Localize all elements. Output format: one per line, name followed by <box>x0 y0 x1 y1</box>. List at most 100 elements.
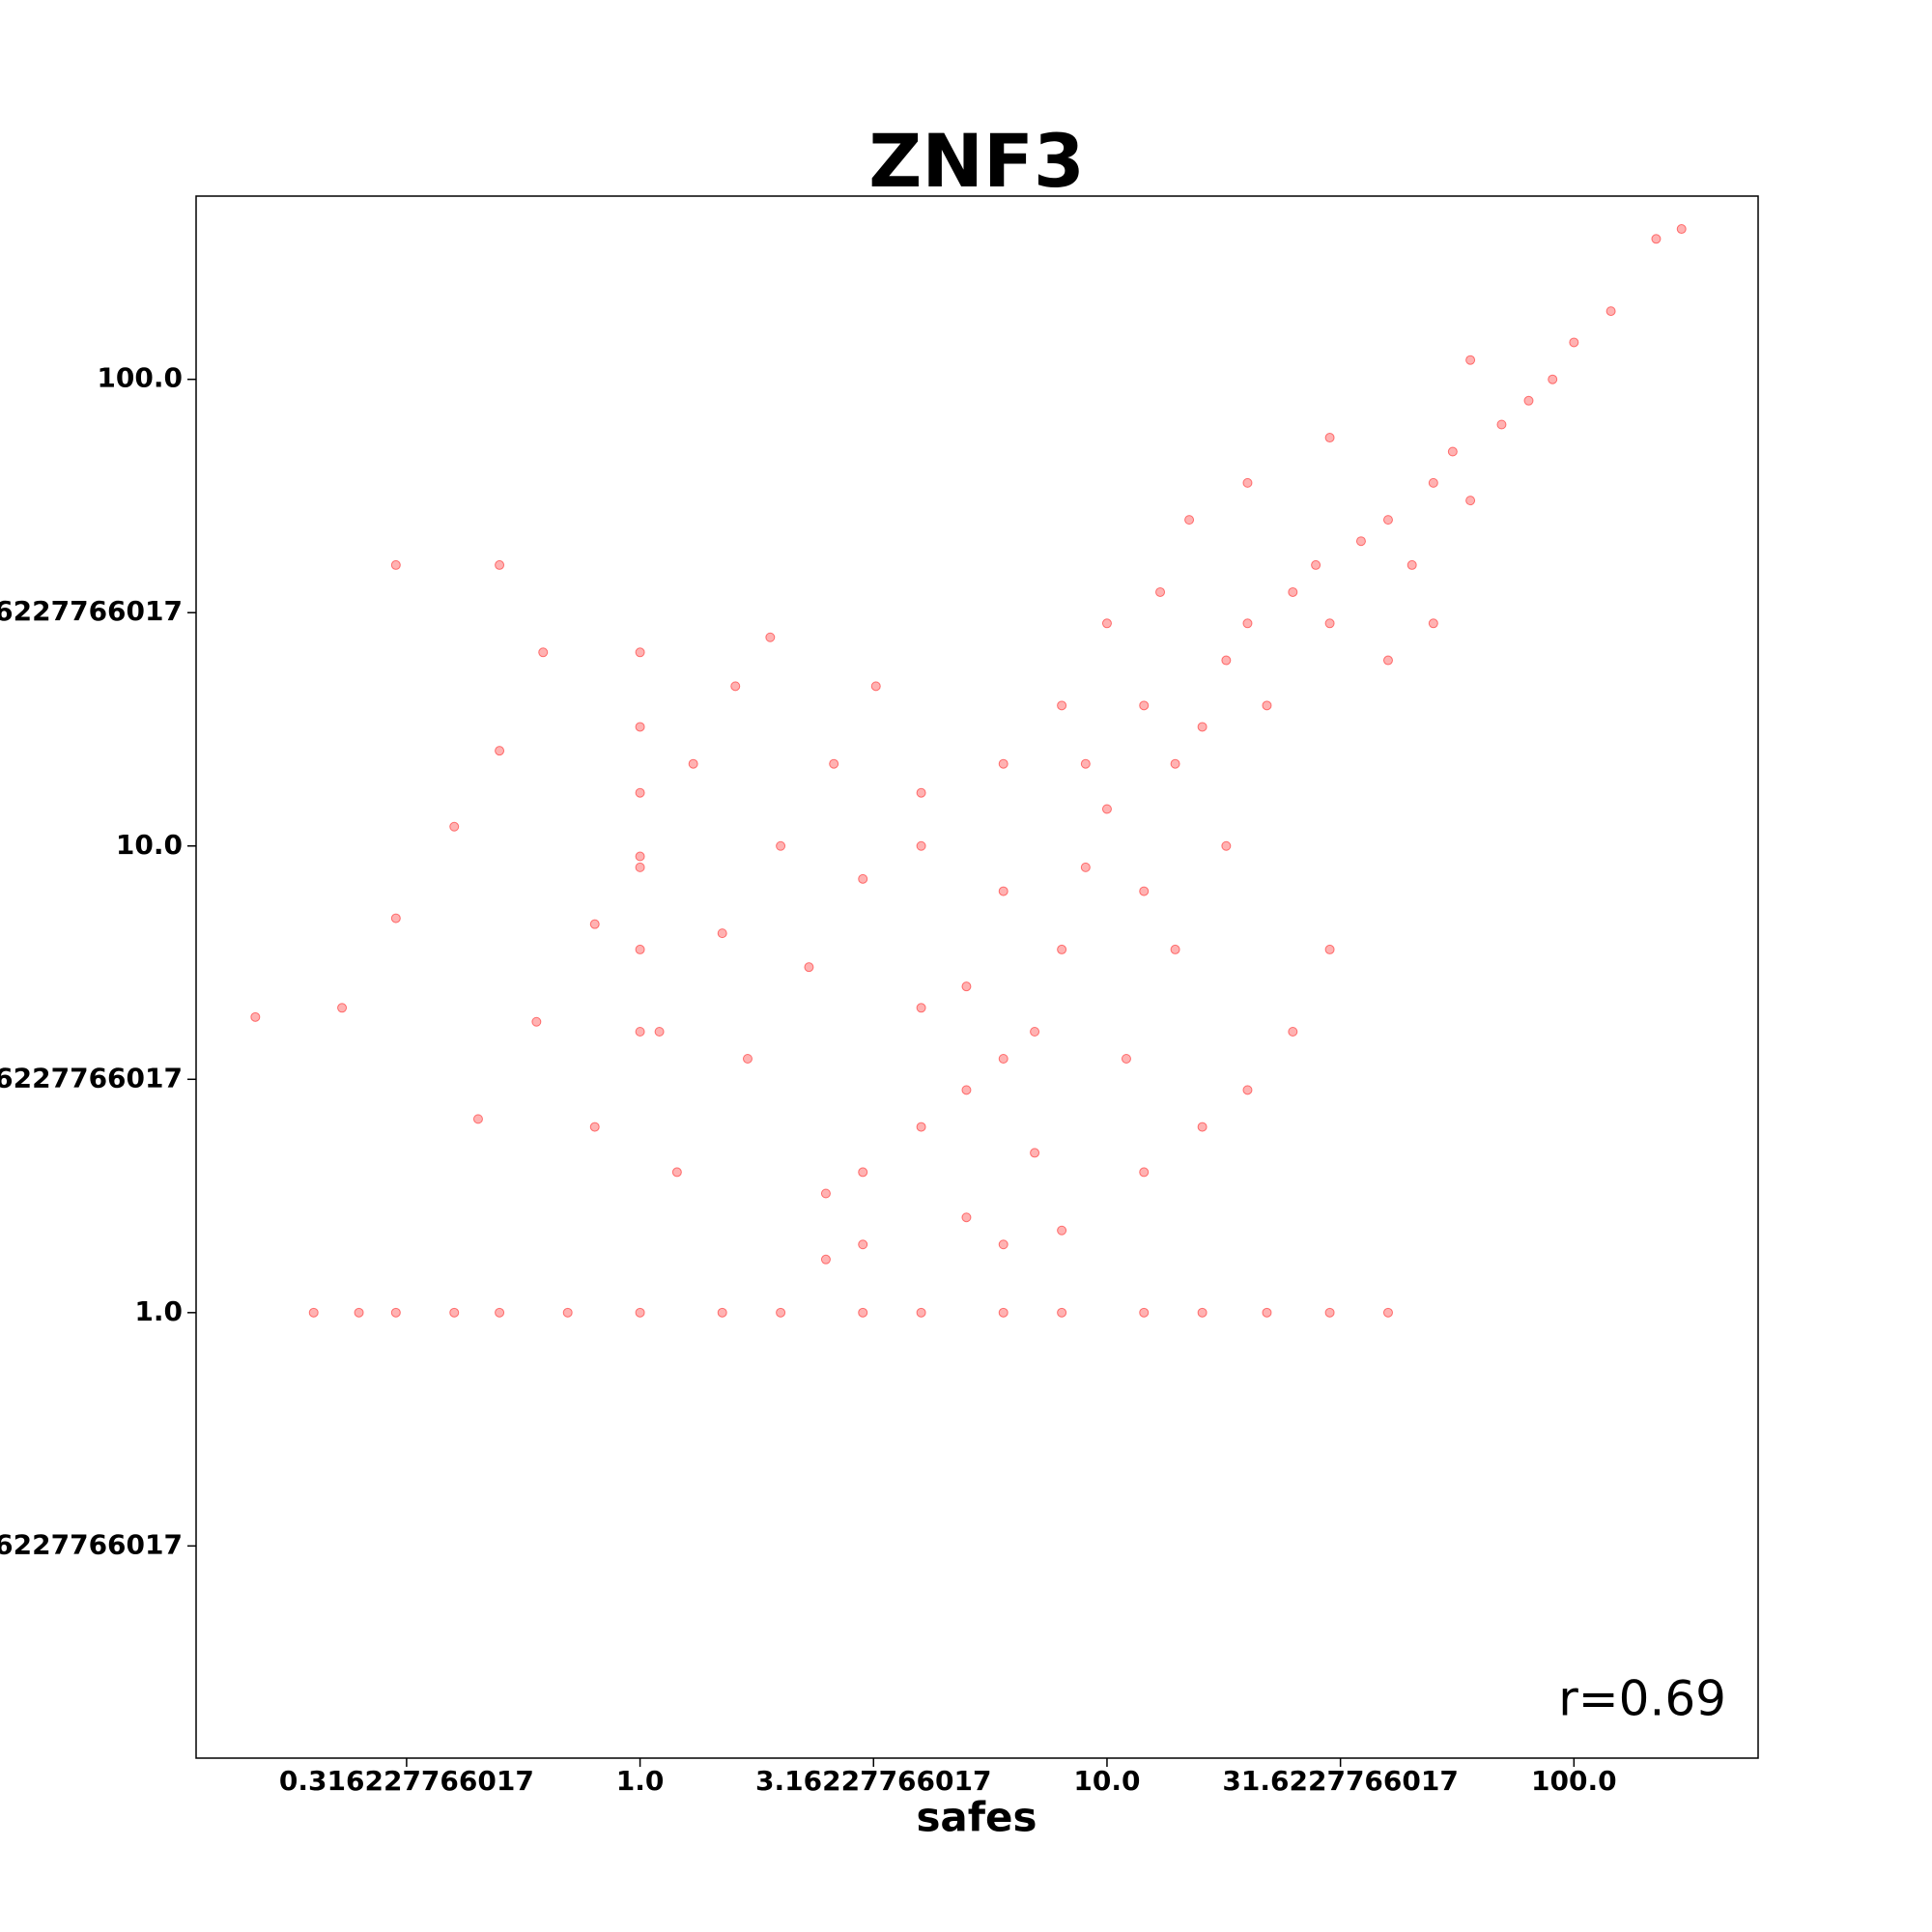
point <box>1197 722 1208 732</box>
point <box>1262 1307 1272 1318</box>
point <box>1170 758 1180 769</box>
point <box>961 1212 972 1223</box>
point <box>1496 419 1507 430</box>
point <box>635 862 645 872</box>
point <box>1139 700 1150 711</box>
point <box>1355 536 1366 547</box>
point <box>776 1307 786 1318</box>
point <box>829 758 839 769</box>
point <box>1311 559 1321 570</box>
point <box>635 1026 645 1037</box>
point <box>635 851 645 862</box>
point <box>961 981 972 992</box>
point <box>1262 700 1272 711</box>
point <box>998 1307 1009 1318</box>
point <box>916 840 926 851</box>
point <box>1057 1307 1067 1318</box>
point <box>870 681 881 692</box>
point <box>765 632 776 642</box>
point <box>1382 1307 1393 1318</box>
x-tick-label: 31.6227766017 <box>1222 1765 1458 1797</box>
point <box>1101 618 1112 629</box>
x-tick-label: 1.0 <box>616 1765 665 1797</box>
plot-frame <box>195 195 1759 1759</box>
point <box>1465 496 1476 506</box>
point <box>337 1003 348 1013</box>
point <box>717 928 727 939</box>
point <box>776 840 786 851</box>
point <box>1184 515 1195 526</box>
point <box>390 913 401 923</box>
y-tick-label: 0.316227766017 <box>0 1528 183 1560</box>
point <box>1324 1307 1335 1318</box>
point <box>531 1016 542 1027</box>
point <box>589 1122 600 1132</box>
point <box>1523 395 1534 406</box>
y-tick-label: 31.6227766017 <box>0 595 183 627</box>
point <box>538 647 549 658</box>
point <box>1242 477 1253 488</box>
point <box>472 1114 483 1124</box>
point <box>635 722 645 732</box>
point <box>820 1188 831 1199</box>
point <box>1080 862 1091 872</box>
point <box>998 758 1009 769</box>
point <box>916 1307 926 1318</box>
point <box>654 1026 665 1037</box>
point <box>858 873 868 884</box>
point <box>998 1054 1009 1065</box>
point <box>1605 306 1616 317</box>
point <box>1676 224 1687 235</box>
y-tick-label: 3.16227766017 <box>0 1062 183 1094</box>
point <box>916 787 926 798</box>
point <box>308 1307 319 1318</box>
point <box>1548 374 1558 384</box>
point <box>1139 1307 1150 1318</box>
point <box>858 1307 868 1318</box>
chart-title: ZNF3 <box>868 118 1085 204</box>
x-axis-label: safes <box>916 1794 1037 1841</box>
point <box>1651 234 1662 244</box>
point <box>1324 618 1335 629</box>
point <box>495 1307 505 1318</box>
point <box>1080 758 1091 769</box>
point <box>354 1307 364 1318</box>
point <box>961 1085 972 1095</box>
point <box>1139 886 1150 896</box>
point <box>1221 840 1232 851</box>
point <box>250 1011 261 1022</box>
point <box>688 758 698 769</box>
point <box>1242 1085 1253 1095</box>
point <box>1324 944 1335 954</box>
point <box>1155 586 1166 597</box>
point <box>820 1254 831 1264</box>
x-tick-label: 10.0 <box>1073 1765 1140 1797</box>
x-tick-label: 100.0 <box>1531 1765 1617 1797</box>
x-tick-label: 3.16227766017 <box>755 1765 991 1797</box>
point <box>495 559 505 570</box>
point <box>1030 1148 1040 1158</box>
point <box>858 1239 868 1250</box>
point <box>635 944 645 954</box>
point <box>1288 1026 1298 1037</box>
point <box>1139 1167 1150 1178</box>
y-tick-label: 10.0 <box>116 829 183 861</box>
point <box>1197 1122 1208 1132</box>
point <box>1382 515 1393 526</box>
point <box>1121 1054 1131 1065</box>
point <box>1324 433 1335 443</box>
point <box>1057 700 1067 711</box>
point <box>858 1167 868 1178</box>
point <box>998 886 1009 896</box>
point <box>1057 944 1067 954</box>
point <box>390 559 401 570</box>
point <box>1101 804 1112 814</box>
point <box>449 1307 460 1318</box>
point <box>742 1054 753 1065</box>
point <box>916 1122 926 1132</box>
y-tick-label: 1.0 <box>134 1295 183 1327</box>
point <box>1057 1225 1067 1236</box>
point <box>635 1307 645 1318</box>
point <box>562 1307 573 1318</box>
point <box>671 1167 682 1178</box>
